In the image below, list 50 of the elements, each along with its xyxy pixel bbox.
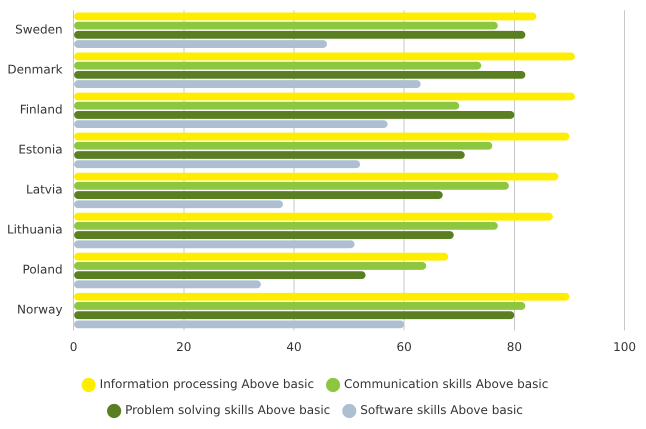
bar xyxy=(74,222,498,230)
bar xyxy=(74,200,283,208)
y-tick-label: Latvia xyxy=(26,182,63,197)
y-tick-label: Sweden xyxy=(15,22,63,36)
bar xyxy=(74,212,553,221)
x-tick-label: 100 xyxy=(613,340,636,354)
bar xyxy=(74,12,536,20)
x-tick-label: 60 xyxy=(396,340,412,354)
bar xyxy=(74,172,558,181)
bar xyxy=(74,80,421,88)
bar xyxy=(74,240,355,248)
y-tick-label: Estonia xyxy=(18,142,63,156)
bar xyxy=(74,262,426,270)
bar xyxy=(74,182,509,190)
y-tick-label: Denmark xyxy=(7,62,63,76)
bar xyxy=(74,252,448,261)
bar xyxy=(74,111,514,119)
y-tick-label: Norway xyxy=(17,302,63,317)
x-tick-label: 40 xyxy=(286,340,302,354)
bar xyxy=(74,120,388,128)
bar xyxy=(74,191,443,199)
bar xyxy=(74,311,514,320)
bar xyxy=(74,62,482,70)
legend-label: Communication skills Above basic xyxy=(344,377,548,392)
legend-label: Information processing Above basic xyxy=(100,377,314,392)
x-tick-label: 0 xyxy=(70,340,78,354)
legend-label: Problem solving skills Above basic xyxy=(125,403,330,418)
bar xyxy=(74,231,454,239)
bar xyxy=(74,271,366,280)
bar xyxy=(74,142,492,150)
bar xyxy=(74,70,526,79)
bar xyxy=(74,92,575,100)
bar xyxy=(74,40,328,48)
y-tick-label: Poland xyxy=(22,262,63,277)
bar xyxy=(74,30,526,39)
bar xyxy=(74,102,460,110)
y-tick-label: Lithuania xyxy=(6,222,63,237)
bar xyxy=(74,132,570,140)
bar xyxy=(74,292,570,301)
legend-label: Software skills Above basic xyxy=(360,403,523,418)
bar xyxy=(74,280,261,288)
bar xyxy=(74,320,404,328)
x-tick-label: 20 xyxy=(176,340,192,354)
x-tick-label: 80 xyxy=(506,340,522,354)
bar xyxy=(74,302,526,310)
bar xyxy=(74,160,360,168)
bar xyxy=(74,151,465,159)
bar xyxy=(74,52,575,60)
y-tick-label: Finland xyxy=(20,102,63,116)
bar xyxy=(74,22,498,30)
